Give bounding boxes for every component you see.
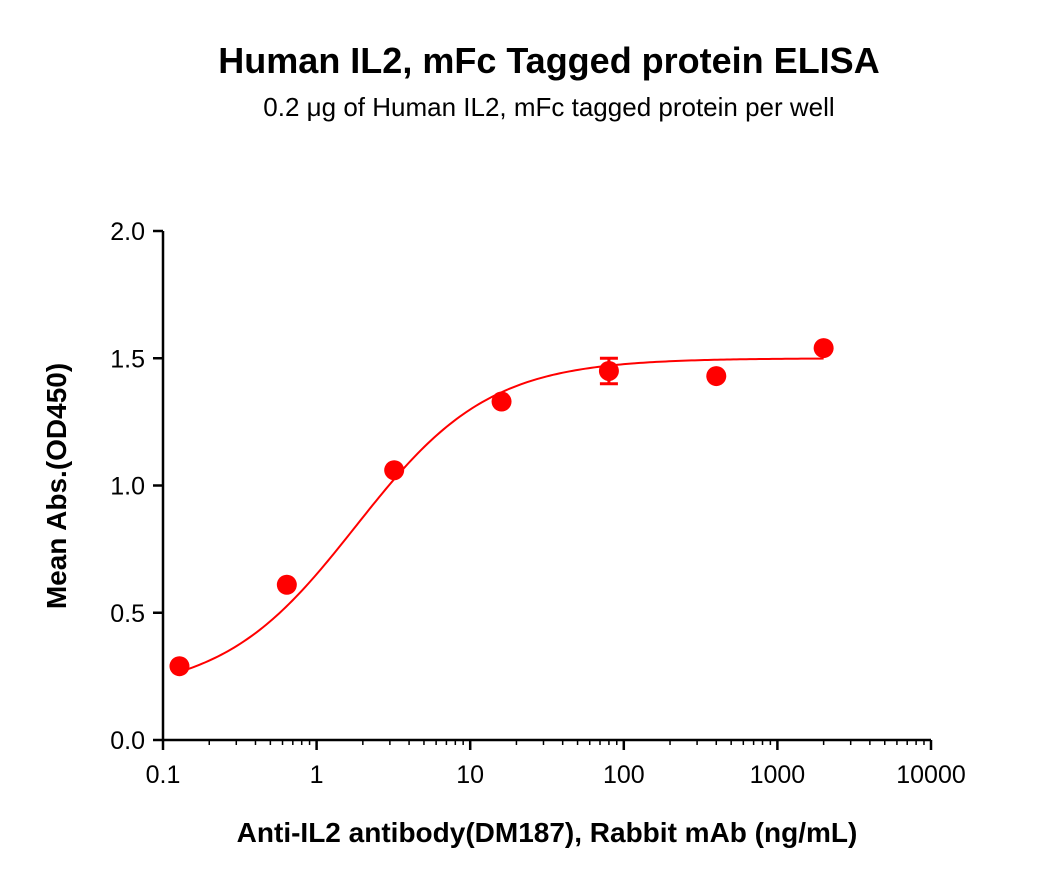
y-tick-label: 2.0: [110, 218, 145, 246]
y-axis-ticks: 0.0 0.5 1.0 1.5 2.0: [110, 218, 163, 755]
data-points: [169, 338, 834, 677]
data-point: [813, 338, 834, 359]
data-point: [169, 656, 190, 677]
y-tick-label: 1.0: [110, 473, 145, 501]
data-point: [384, 460, 405, 481]
data-point: [491, 391, 512, 412]
x-axis-ticks: 0.1 1 10 100 1000 10000: [146, 740, 966, 789]
x-tick-label: 10: [456, 761, 484, 789]
y-axis-label: Mean Abs.(OD450): [41, 363, 72, 609]
chart-subtitle: 0.2 μg of Human IL2, mFc tagged protein …: [263, 92, 834, 122]
y-tick-label: 0.5: [110, 600, 145, 628]
data-point: [276, 574, 297, 595]
x-tick-label: 1000: [750, 761, 806, 789]
chart-axes: [161, 231, 931, 742]
x-tick-label: 100: [603, 761, 645, 789]
chart-title: Human IL2, mFc Tagged protein ELISA: [218, 40, 879, 81]
x-axis-label: Anti-IL2 antibody(DM187), Rabbit mAb (ng…: [237, 817, 858, 848]
x-tick-label: 1: [310, 761, 324, 789]
y-tick-label: 1.5: [110, 345, 145, 373]
x-axis-minor-ticks: [208, 740, 925, 745]
x-tick-label: 10000: [896, 761, 966, 789]
data-point: [706, 366, 727, 387]
y-tick-label: 0.0: [110, 727, 145, 755]
data-point: [598, 360, 619, 381]
x-tick-label: 0.1: [146, 761, 181, 789]
